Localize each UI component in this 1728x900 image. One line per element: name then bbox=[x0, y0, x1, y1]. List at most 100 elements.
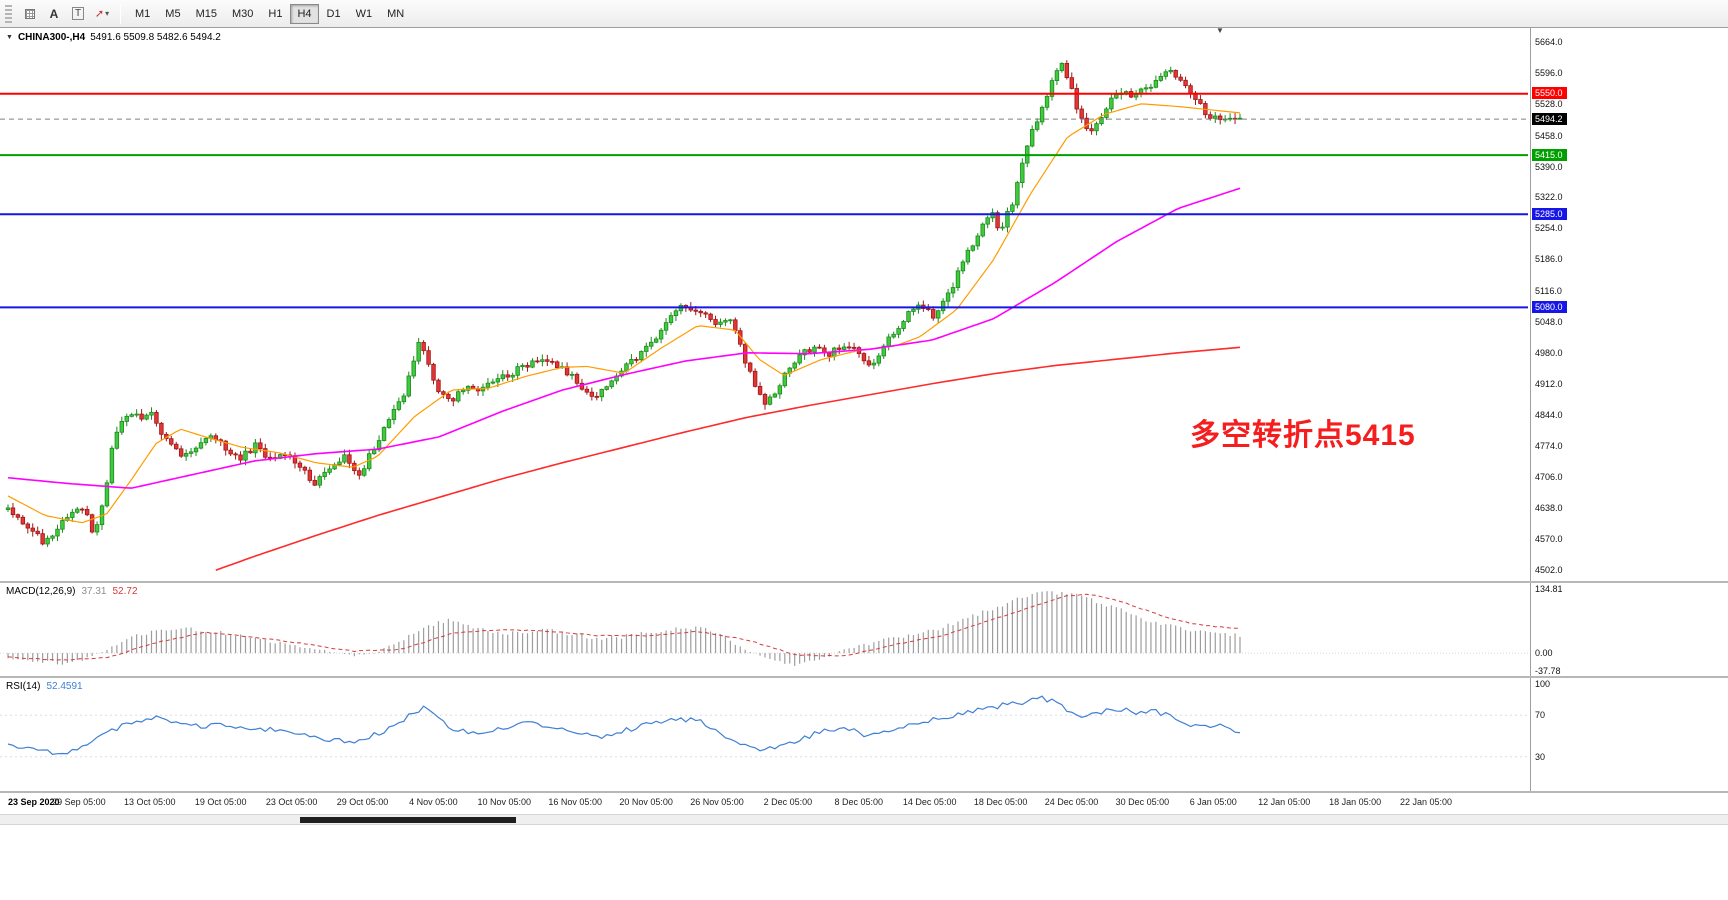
macd-tick: 0.00 bbox=[1535, 648, 1553, 659]
price-tick: 4774.0 bbox=[1535, 441, 1563, 452]
macd-panel: 134.81 0.00 -37.78 MACD(12,26,9) 37.31 52.… bbox=[0, 583, 1728, 678]
price-tick: 5664.0 bbox=[1535, 37, 1563, 47]
time-label: 12 Jan 05:00 bbox=[1258, 797, 1311, 807]
time-label: 2 Dec 05:00 bbox=[763, 797, 813, 807]
price-tick: 5048.0 bbox=[1535, 316, 1563, 327]
time-label: 6 Jan 05:00 bbox=[1189, 797, 1237, 807]
chart-symbol: CHINA300-,H4 bbox=[17, 32, 86, 43]
price-tick: 5254.0 bbox=[1535, 223, 1563, 234]
price-tick: 4502.0 bbox=[1535, 565, 1563, 575]
price-tick: 5596.0 bbox=[1535, 67, 1563, 78]
time-label: 16 Nov 05:00 bbox=[548, 797, 602, 807]
time-label: 10 Nov 05:00 bbox=[477, 797, 532, 807]
macd-tick: 134.81 bbox=[1535, 584, 1563, 595]
rsi-tick: 30 bbox=[1535, 751, 1546, 762]
timeframe-toolbar: M1 M5 M15 M30 H1 H4 D1 W1 MN bbox=[128, 3, 411, 24]
macd-name: MACD(12,26,9) bbox=[6, 586, 76, 597]
timeframe-button-mn[interactable]: MN bbox=[380, 4, 411, 24]
chart-annotation-text[interactable]: 多空转折点5415 bbox=[1190, 419, 1416, 452]
macd-canvas[interactable] bbox=[0, 583, 1530, 676]
chart-collapse-icon[interactable]: ▼ bbox=[6, 34, 13, 41]
price-tick: 5390.0 bbox=[1535, 161, 1563, 172]
price-tick: 5186.0 bbox=[1535, 254, 1563, 265]
price-tick: 5322.0 bbox=[1535, 192, 1563, 203]
time-label: 13 Oct 05:00 bbox=[124, 797, 176, 807]
ma-slow-line bbox=[215, 346, 1241, 571]
rsi-value: 52.4591 bbox=[46, 681, 83, 692]
price-tick: 4844.0 bbox=[1535, 409, 1563, 420]
top-toolbar: A T ➚ ▾ M1 M5 M15 M30 H1 H4 D1 W1 MN bbox=[0, 0, 1728, 28]
chart-ohlc-quote: 5491.6 5509.8 5482.6 5494.2 bbox=[90, 32, 221, 43]
macd-signal-value: 52.72 bbox=[112, 586, 138, 597]
grid-tool-button[interactable] bbox=[19, 4, 41, 24]
time-label: 24 Dec 05:00 bbox=[1044, 797, 1099, 807]
macd-axis: 134.81 0.00 -37.78 bbox=[1530, 583, 1728, 676]
price-tag-5285.0: 5285.0 bbox=[1532, 207, 1567, 220]
timeframe-button-m30[interactable]: M30 bbox=[225, 4, 260, 24]
time-label: 23 Sep 2020 bbox=[8, 797, 60, 807]
rsi-panel: 100 70 30 RSI(14) 52.4591 bbox=[0, 678, 1728, 793]
ma-fast-line bbox=[7, 103, 1241, 524]
timeframe-button-d1[interactable]: D1 bbox=[320, 4, 348, 24]
price-chart-canvas[interactable] bbox=[0, 28, 1530, 581]
time-label: 30 Dec 05:00 bbox=[1115, 797, 1170, 807]
time-label: 18 Dec 05:00 bbox=[973, 797, 1028, 807]
macd-signal-line bbox=[7, 593, 1241, 661]
arrow-objects-dropdown[interactable]: ➚ ▾ bbox=[91, 4, 113, 24]
candles bbox=[5, 60, 1243, 547]
horizontal-scrollbar bbox=[0, 815, 1728, 825]
price-axis[interactable]: 5664.0 5596.0 5528.0 5458.0 5390.0 5322.0 5254… bbox=[1530, 28, 1728, 581]
text-tool-button[interactable]: A bbox=[43, 4, 65, 24]
empty-area bbox=[0, 825, 1728, 899]
timeframe-button-m5[interactable]: M5 bbox=[158, 4, 187, 24]
toolbar-separator bbox=[120, 3, 121, 24]
rsi-label: RSI(14) 52.4591 bbox=[6, 681, 83, 692]
time-label: 20 Nov 05:00 bbox=[619, 797, 673, 807]
time-label: 18 Jan 05:00 bbox=[1329, 797, 1382, 807]
price-tag-5080.0: 5080.0 bbox=[1532, 300, 1567, 313]
ma-mid-line bbox=[7, 187, 1241, 489]
price-tag-5550.0: 5550.0 bbox=[1532, 87, 1567, 100]
price-tick: 5116.0 bbox=[1535, 286, 1562, 296]
rsi-tick: 100 bbox=[1535, 679, 1551, 689]
time-label: 8 Dec 05:00 bbox=[834, 797, 884, 807]
timeframe-button-m1[interactable]: M1 bbox=[128, 4, 157, 24]
text-tool-label: A bbox=[49, 6, 59, 21]
chart-title: ▼ CHINA300-,H4 5491.6 5509.8 5482.6 5494… bbox=[6, 32, 221, 43]
price-tick: 4638.0 bbox=[1535, 503, 1563, 514]
rsi-line bbox=[7, 695, 1241, 756]
rsi-tick: 70 bbox=[1535, 710, 1546, 721]
text-label-icon: T bbox=[71, 7, 85, 20]
toolbar-drag-handle[interactable] bbox=[5, 4, 12, 23]
time-label: 4 Nov 05:00 bbox=[409, 797, 458, 807]
time-label: 23 Oct 05:00 bbox=[265, 797, 318, 807]
text-label-tool-button[interactable]: T bbox=[67, 4, 89, 24]
price-tag-5415.0: 5415.0 bbox=[1532, 148, 1567, 161]
price-tick: 4706.0 bbox=[1535, 472, 1563, 483]
timeframe-button-h4[interactable]: H4 bbox=[290, 3, 319, 24]
price-tick: 5458.0 bbox=[1535, 130, 1563, 141]
rsi-axis: 100 70 30 bbox=[1530, 678, 1728, 791]
timeframe-button-m15[interactable]: M15 bbox=[189, 4, 224, 24]
macd-tick: -37.78 bbox=[1535, 665, 1561, 676]
time-axis[interactable]: 23 Sep 2020 29 Sep 05:00 13 Oct 05:00 19 Oc… bbox=[0, 793, 1728, 815]
rsi-canvas[interactable] bbox=[0, 678, 1530, 791]
price-tick: 4980.0 bbox=[1535, 347, 1563, 358]
chart-window: 5664.0 5596.0 5528.0 5458.0 5390.0 5322.0 5254… bbox=[0, 26, 1728, 899]
arrows-icon: ➚ bbox=[94, 8, 105, 20]
time-label: 19 Oct 05:00 bbox=[194, 797, 247, 807]
time-label: 29 Oct 05:00 bbox=[336, 797, 389, 807]
time-label: 29 Sep 05:00 bbox=[52, 797, 106, 807]
caret-down-icon: ▾ bbox=[105, 9, 110, 18]
timeframe-button-h1[interactable]: H1 bbox=[261, 4, 289, 24]
price-tick: 4912.0 bbox=[1535, 378, 1563, 389]
macd-label: MACD(12,26,9) 37.31 52.72 bbox=[6, 586, 138, 597]
macd-main-value: 37.31 bbox=[81, 586, 107, 597]
rsi-name: RSI(14) bbox=[6, 681, 41, 692]
timeframe-button-w1[interactable]: W1 bbox=[349, 4, 380, 24]
scrollbar-thumb[interactable] bbox=[300, 817, 516, 823]
chart-shift-marker[interactable]: ▼ bbox=[1216, 26, 1224, 35]
price-tick: 4570.0 bbox=[1535, 534, 1563, 545]
main-chart-panel: 5664.0 5596.0 5528.0 5458.0 5390.0 5322.0 5254… bbox=[0, 26, 1728, 583]
